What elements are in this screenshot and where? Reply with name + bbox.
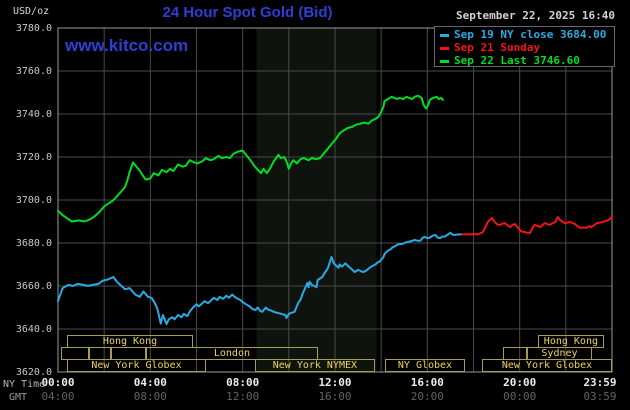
unit-label: USD/oz xyxy=(13,6,50,17)
legend-text: Sep 19 NY close 3684.00 xyxy=(454,28,607,41)
x-tick-gmt: 00:00 xyxy=(503,390,537,403)
legend-entry-blue: Sep 19 NY close 3684.00 xyxy=(440,28,614,41)
x-tick-gmt: 16:00 xyxy=(318,390,352,403)
ny-time-axis-label: NY Time xyxy=(3,379,46,390)
x-tick-gmt: 20:00 xyxy=(410,390,444,403)
x-tick-ny: 23:59 xyxy=(583,376,617,389)
x-tick-ny: 04:00 xyxy=(133,376,167,389)
legend-marker-blue xyxy=(440,33,449,37)
y-tick-label: 3680.0 xyxy=(15,238,52,249)
y-tick-label: 3740.0 xyxy=(15,109,52,120)
legend-entry-red: Sep 21 Sunday xyxy=(440,41,614,54)
timestamp: September 22, 2025 16:40 xyxy=(456,9,615,22)
y-tick-label: 3660.0 xyxy=(15,281,52,292)
session-box-london: London xyxy=(145,347,318,360)
legend-marker-green xyxy=(440,59,449,63)
legend-text: Sep 21 Sunday xyxy=(454,41,541,54)
series-green xyxy=(57,94,444,223)
series-red xyxy=(461,215,613,236)
x-tick-gmt: 04:00 xyxy=(41,390,75,403)
x-tick-gmt: 08:00 xyxy=(133,390,167,403)
legend-entry-green: Sep 22 Last 3746.60 xyxy=(440,54,614,67)
legend-marker-red xyxy=(440,46,449,50)
x-tick-gmt: 12:00 xyxy=(226,390,260,403)
gmt-axis-label: GMT xyxy=(9,392,28,403)
session-box-new-york-globex: New York Globex xyxy=(482,359,612,372)
series-blue xyxy=(57,231,463,326)
y-tick-label: 3720.0 xyxy=(15,152,52,163)
x-tick-ny: 08:00 xyxy=(226,376,260,389)
legend: Sep 19 NY close 3684.00 Sep 21 Sunday Sep … xyxy=(434,26,615,67)
page-title: 24 Hour Spot Gold (Bid) xyxy=(162,4,333,21)
y-tick-label: 3640.0 xyxy=(15,324,52,335)
x-tick-ny: 00:00 xyxy=(41,376,75,389)
session-box-new-york-globex: New York Globex xyxy=(67,359,206,372)
kitco-link[interactable]: www.kitco.com xyxy=(65,36,189,55)
session-box-new-york-nymex: New York NYMEX xyxy=(254,359,375,372)
x-tick-ny: 16:00 xyxy=(410,376,444,389)
legend-text: Sep 22 Last 3746.60 xyxy=(454,54,580,67)
y-tick-label: 3780.0 xyxy=(15,23,52,34)
y-tick-label: 3760.0 xyxy=(15,66,52,77)
y-tick-label: 3700.0 xyxy=(15,195,52,206)
x-tick-ny: 20:00 xyxy=(503,376,537,389)
session-box-ny-globex: NY Globex xyxy=(385,359,465,372)
x-tick-gmt: 03:59 xyxy=(583,390,617,403)
y-tick-label: 3620.0 xyxy=(15,367,52,378)
x-tick-ny: 12:00 xyxy=(318,376,352,389)
